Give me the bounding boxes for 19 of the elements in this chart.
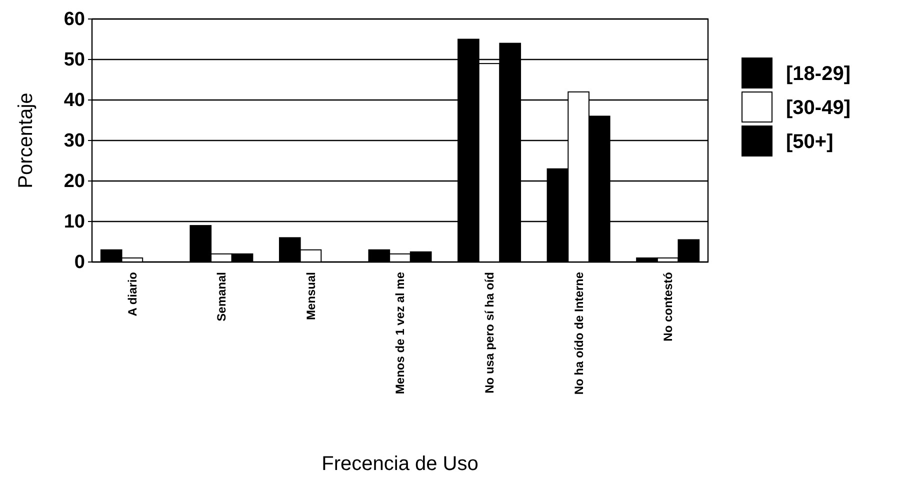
y-tick-label: 40 [64,90,85,112]
x-tick-label: Mensual [304,272,318,320]
x-tick-label: No ha oído de Interne [572,272,586,395]
legend-label: [18-29] [786,63,850,85]
y-tick-label: 30 [64,130,85,152]
y-tick-label: 50 [64,50,85,71]
x-tick-label: Semanal [214,272,229,322]
x-tick-label: No contestó [661,272,676,342]
y-tick-label: 0 [74,252,85,274]
x-tick-label: No usa pero sí ha oíd [482,272,496,394]
legend-label: [50+] [786,131,834,153]
x-tick-label: A diario [125,272,140,316]
y-axis-title: Porcentaje [15,92,37,188]
y-tick-label: 60 [64,9,85,30]
legend-label: [30-49] [786,97,850,119]
y-tick-label: 20 [64,171,85,192]
x-axis-title: Frecencia de Uso [322,453,478,475]
y-tick-label: 10 [64,212,85,233]
x-tick-label: Menos de 1 vez al me [393,272,408,394]
